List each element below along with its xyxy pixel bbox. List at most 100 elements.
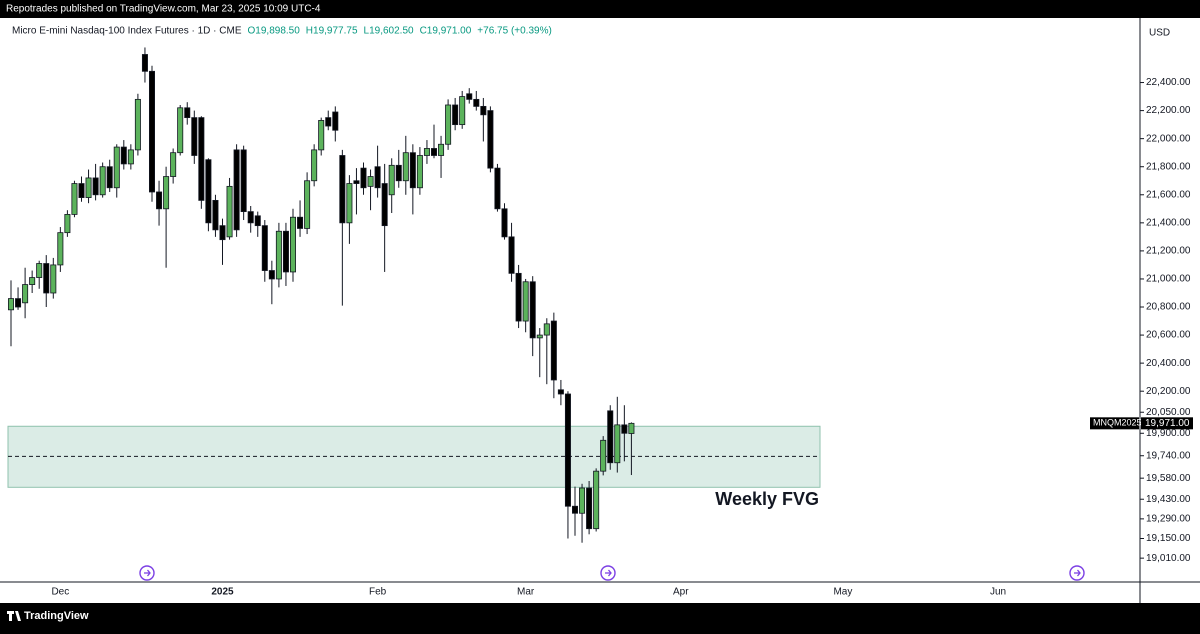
candle-body	[487, 110, 494, 169]
currency-label: USD	[1149, 28, 1170, 39]
price-tag-bg	[1141, 417, 1193, 430]
x-tick-label: Feb	[369, 587, 387, 598]
candle-body	[289, 216, 296, 273]
candle-body	[148, 70, 155, 193]
candle-body	[261, 225, 268, 271]
candle-body	[113, 146, 120, 189]
candle-body	[36, 263, 43, 278]
candle-body	[466, 93, 473, 100]
candle-body	[247, 211, 254, 224]
y-tick-label: 20,050.00	[1146, 407, 1191, 418]
y-tick-label: 21,600.00	[1146, 189, 1191, 200]
y-tick-label: 21,000.00	[1146, 274, 1191, 285]
candle-body	[494, 167, 501, 210]
candle-body	[268, 270, 275, 280]
candle-body	[536, 334, 543, 339]
candle-body	[522, 281, 529, 322]
candle-body	[163, 176, 170, 210]
ohlc-label: +76.75 (+0.39%)	[477, 26, 552, 37]
candle-body	[628, 422, 635, 434]
candle-body	[550, 320, 557, 381]
candle-body	[607, 410, 614, 464]
candle-body	[600, 439, 607, 472]
candle-body	[409, 152, 416, 189]
event-icon[interactable]	[139, 565, 155, 581]
candle-body	[416, 155, 423, 189]
candle-body	[325, 117, 332, 127]
candle-body	[198, 117, 205, 201]
chart-area	[0, 18, 1200, 603]
candle-body	[339, 155, 346, 224]
event-icon[interactable]	[600, 565, 616, 581]
candle-body	[64, 214, 71, 234]
candle-body	[212, 199, 219, 231]
candle-body	[297, 216, 304, 229]
x-tick-label: Jun	[990, 587, 1006, 598]
x-tick-label: Dec	[51, 587, 69, 598]
candle-body	[452, 104, 459, 126]
event-icon[interactable]	[1069, 565, 1085, 581]
candle-body	[85, 177, 92, 198]
candle-body	[579, 487, 586, 514]
candle-body	[304, 180, 311, 229]
candle-body	[430, 148, 437, 156]
symbol-tag: MNQM2025	[1093, 418, 1142, 428]
candle-body	[543, 323, 550, 336]
footer-brand: TradingView	[24, 610, 89, 622]
candle-body	[7, 298, 14, 311]
candle-body	[240, 149, 247, 213]
candle-body	[445, 104, 452, 145]
y-tick-label: 19,580.00	[1146, 473, 1191, 484]
symbol-title: Micro E-mini Nasdaq-100 Index Futures · …	[12, 26, 242, 37]
candle-body	[219, 225, 226, 241]
y-tick-label: 20,200.00	[1146, 386, 1191, 397]
candle-body	[480, 105, 487, 116]
legend: Micro E-mini Nasdaq-100 Index Futures · …	[12, 26, 552, 37]
events	[139, 565, 1085, 581]
fvg-label: Weekly FVG	[715, 489, 819, 509]
y-tick-label: 19,740.00	[1146, 450, 1191, 461]
y-tick-label: 20,400.00	[1146, 358, 1191, 369]
ohlc-label: H19,977.75	[306, 26, 358, 37]
candle-body	[508, 236, 515, 274]
candle-body	[50, 264, 57, 294]
candle-body	[226, 185, 233, 238]
candle-body	[156, 191, 163, 210]
y-tick-label: 21,200.00	[1146, 246, 1191, 257]
candle-body	[191, 117, 198, 156]
y-tick-label: 22,400.00	[1146, 77, 1191, 88]
candle-body	[134, 98, 141, 151]
candle-body	[170, 152, 177, 177]
y-tick-label: 22,200.00	[1146, 105, 1191, 116]
y-tick-label: 19,290.00	[1146, 514, 1191, 525]
candle-body	[515, 272, 522, 322]
candle-body	[557, 389, 564, 395]
candle-body	[388, 164, 395, 196]
candle-body	[233, 149, 240, 231]
candle-body	[353, 180, 360, 184]
y-tick-label: 19,150.00	[1146, 533, 1191, 544]
candle-body	[184, 107, 191, 119]
candle-body	[572, 505, 579, 514]
candle-body	[367, 176, 374, 187]
candle-body	[423, 148, 430, 156]
candle-body	[141, 54, 148, 72]
candle-body	[57, 232, 64, 266]
candle-body	[275, 230, 282, 280]
y-tick-label: 20,800.00	[1146, 302, 1191, 313]
y-tick-label: 19,010.00	[1146, 553, 1191, 564]
price-tag-label: 19,971.00	[1145, 418, 1190, 429]
candle-body	[254, 215, 261, 227]
x-tick-label: 2025	[211, 587, 234, 598]
candle-body	[43, 263, 50, 294]
x-tick-label: May	[833, 587, 852, 598]
candle-body	[332, 111, 339, 131]
footer-logo: TradingView	[7, 610, 89, 622]
candle-body	[92, 177, 99, 196]
candle-body	[318, 120, 325, 151]
candle-body	[311, 149, 318, 182]
candle-body	[374, 166, 381, 189]
ohlc-label: C19,971.00	[420, 26, 472, 37]
candle-body	[99, 166, 106, 196]
ohlc-label: L19,602.50	[364, 26, 414, 37]
